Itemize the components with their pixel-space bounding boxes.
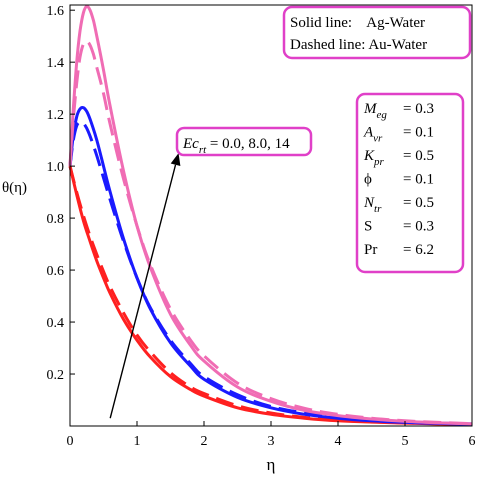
x-tick-label-4: 4 — [335, 434, 342, 449]
legend-entry-dashed: Dashed line: Au-Water — [290, 37, 427, 53]
annotation-label: Ecrt = 0.0, 8.0, 14 — [182, 136, 290, 156]
param-symbol-6: Pr — [364, 242, 377, 258]
y-tick-label-6: 1.4 — [47, 56, 65, 71]
param-symbol-0: M — [363, 101, 378, 117]
y-tick-label-4: 1.0 — [47, 160, 65, 175]
params-box — [355, 92, 465, 274]
annotation-label-base: Ec — [182, 136, 199, 152]
annotation-arrow — [109, 164, 177, 419]
param-symbol-4: N — [363, 195, 375, 211]
param-subscript-1: vr — [373, 133, 383, 145]
param-symbol-5: S — [364, 219, 372, 235]
annotation-label-rest: = 0.0, 8.0, 14 — [206, 136, 290, 152]
y-tick-label-5: 1.2 — [47, 108, 65, 123]
param-row-3: ϕ — [364, 172, 372, 188]
y-axis-label: θ(η) — [2, 180, 27, 196]
series-line-5 — [68, 39, 473, 426]
legend-box — [282, 5, 472, 60]
param-subscript-2: pr — [373, 156, 385, 168]
x-axis-ticks: 0 1 2 3 4 5 6 — [67, 421, 476, 449]
y-tick-label-7: 1.6 — [47, 4, 65, 19]
series-line-3 — [68, 120, 473, 426]
y-axis-ticks: 0.2 0.4 0.6 0.8 1.0 1.2 1.4 1.6 — [47, 4, 75, 383]
x-tick-label-0: 0 — [67, 434, 74, 449]
param-row-6: Pr — [364, 242, 377, 258]
param-value-4: = 0.5 — [403, 195, 434, 211]
param-symbol-2: K — [363, 148, 375, 164]
annotation-box — [175, 126, 313, 157]
param-subscript-4: tr — [374, 203, 382, 215]
y-tick-label-1: 0.4 — [47, 316, 65, 331]
x-tick-label-1: 1 — [134, 434, 141, 449]
param-value-5: = 0.3 — [403, 219, 434, 235]
param-row-5: S — [364, 219, 372, 235]
annotation-label-sub: rt — [199, 144, 207, 156]
legend-entry-solid: Solid line: Ag-Water — [290, 15, 425, 31]
x-axis-label: η — [267, 455, 276, 474]
param-value-1: = 0.1 — [403, 125, 434, 141]
param-row-2: Kpr — [363, 148, 385, 168]
param-row-0: Meg — [363, 101, 387, 121]
y-tick-label-0: 0.2 — [47, 368, 65, 383]
param-subscript-0: eg — [377, 109, 388, 121]
param-symbol-3: ϕ — [364, 172, 372, 188]
annotation-arrowhead — [170, 153, 181, 166]
x-tick-label-5: 5 — [402, 434, 409, 449]
y-tick-label-2: 0.6 — [47, 264, 65, 279]
x-tick-label-2: 2 — [201, 434, 208, 449]
param-row-4: Ntr — [363, 195, 382, 215]
params-list: Meg = 0.3 Avr = 0.1 Kpr = 0.5 ϕ = 0.1 Ntr = 0.5 S =… — [363, 101, 434, 258]
y-tick-label-3: 0.8 — [47, 212, 65, 227]
param-symbol-1: A — [363, 125, 374, 141]
param-value-3: = 0.1 — [403, 172, 434, 188]
x-tick-label-6: 6 — [469, 434, 476, 449]
param-value-0: = 0.3 — [403, 101, 434, 117]
param-value-2: = 0.5 — [403, 148, 434, 164]
param-row-1: Avr — [363, 125, 383, 145]
param-value-6: = 6.2 — [403, 242, 434, 258]
x-tick-label-3: 3 — [268, 434, 275, 449]
curves-layer — [68, 4, 473, 426]
